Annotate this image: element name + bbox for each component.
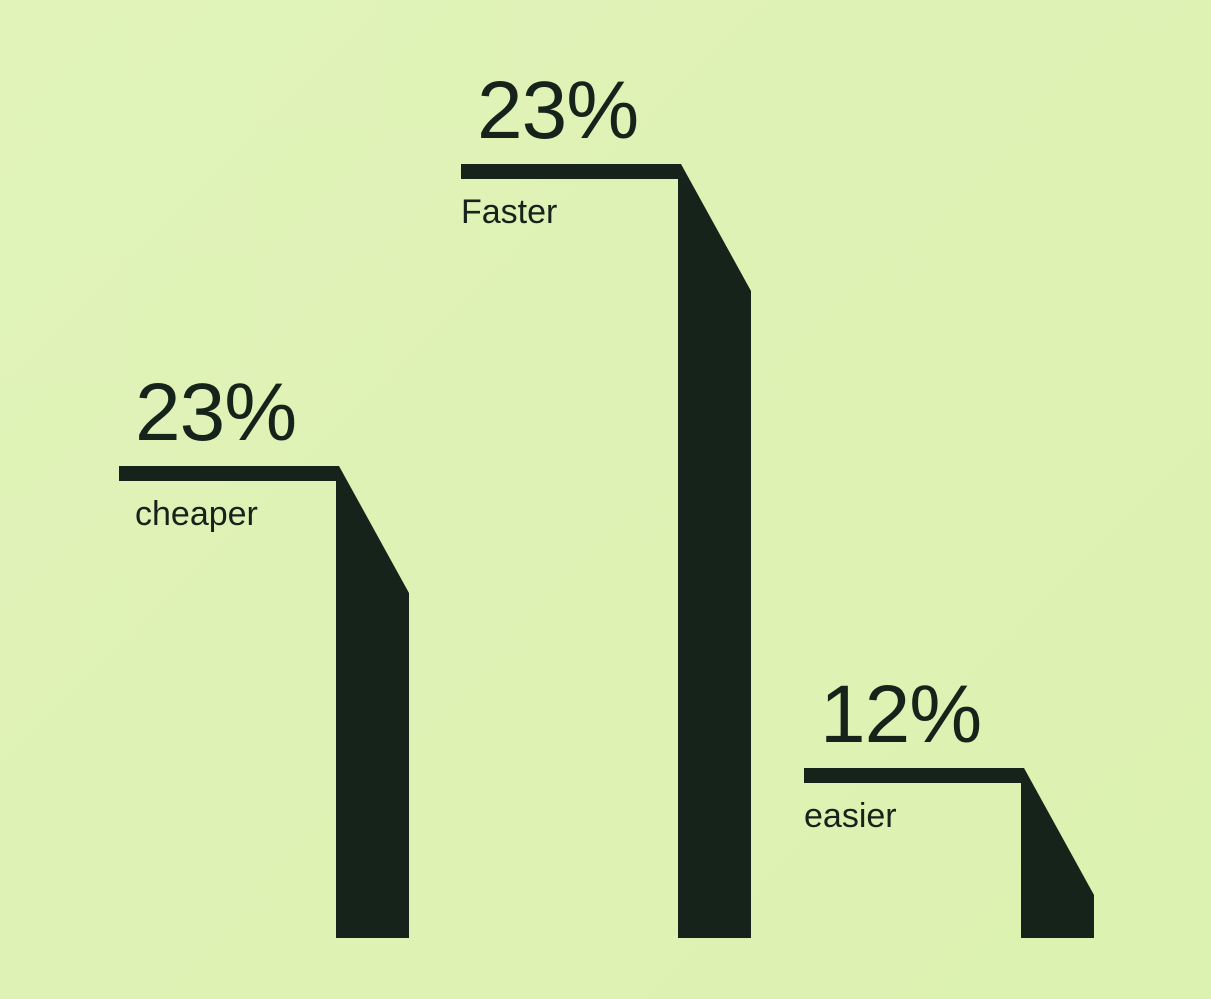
bar [336, 466, 409, 938]
category-label: easier [804, 797, 897, 835]
bar-group-easier: 12% easier [804, 669, 1094, 938]
data-label: 23% [477, 65, 638, 156]
bar [678, 164, 751, 938]
data-label: 12% [820, 669, 981, 760]
bar-shelf [119, 466, 336, 481]
bar-group-cheaper: 23% cheaper [119, 367, 409, 938]
bar [1021, 768, 1094, 938]
bar-group-faster: 23% Faster [461, 65, 751, 938]
bar-shelf [461, 164, 678, 179]
data-label: 23% [135, 367, 296, 458]
category-label: Faster [461, 193, 557, 231]
bar-shelf [804, 768, 1021, 783]
category-label: cheaper [135, 495, 258, 533]
